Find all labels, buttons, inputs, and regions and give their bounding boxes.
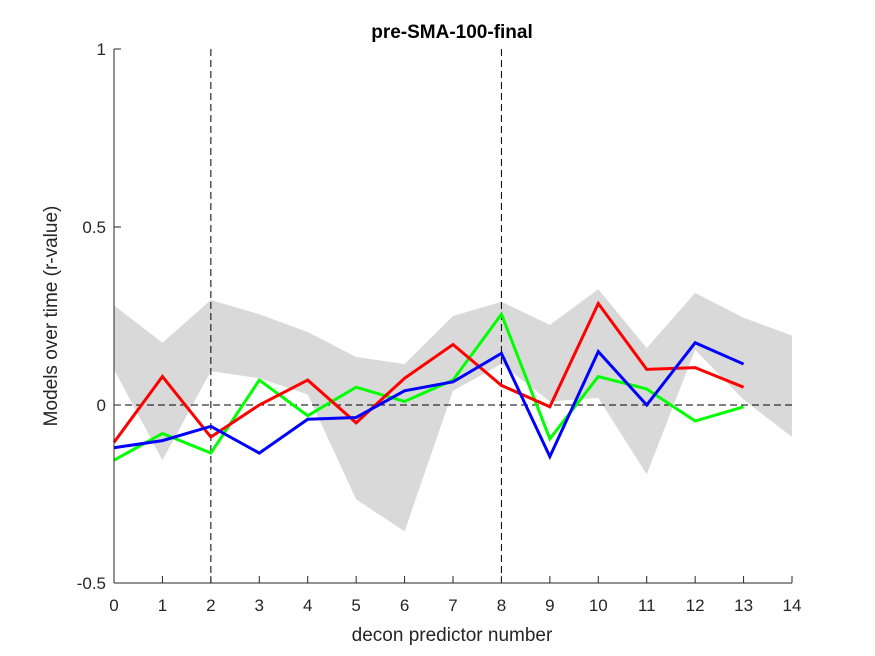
x-axis-label: decon predictor number [352, 625, 553, 646]
x-tick-label: 10 [589, 596, 608, 615]
axes-layer [113, 48, 793, 584]
x-tick-label: 6 [400, 596, 409, 615]
y-axis-label: Models over time (r-value) [41, 206, 62, 427]
series-layer [112, 300, 745, 462]
x-tick-label: 1 [158, 596, 167, 615]
x-tick-label: 9 [545, 596, 554, 615]
x-tick-label: 14 [783, 596, 802, 615]
y-tick-label: 0.5 [82, 218, 106, 237]
x-tick-label: 0 [109, 596, 118, 615]
x-tick-label: 5 [351, 596, 360, 615]
x-tick-label: 11 [638, 596, 656, 615]
x-tick-label: 7 [448, 596, 457, 615]
shaded-band [114, 289, 792, 532]
x-tick-label: 8 [497, 596, 506, 615]
confidence-band-layer [114, 289, 792, 532]
tick-labels-layer: 0 1 2 3 4 5 6 7 8 9 10 11 12 13 14-0.500.51 [77, 40, 802, 615]
x-tick-label: 2 [206, 596, 215, 615]
x-tick-label: 13 [734, 596, 753, 615]
x-tick-label: 12 [686, 596, 705, 615]
chart-title: pre-SMA-100-final [371, 22, 533, 43]
y-tick-label: -0.5 [77, 574, 106, 593]
y-tick-label: 0 [97, 396, 106, 415]
x-tick-label: 3 [255, 596, 264, 615]
series-line [113, 311, 744, 462]
x-tick-label: 4 [303, 596, 312, 615]
series-line [113, 340, 745, 461]
y-tick-label: 1 [97, 40, 106, 59]
